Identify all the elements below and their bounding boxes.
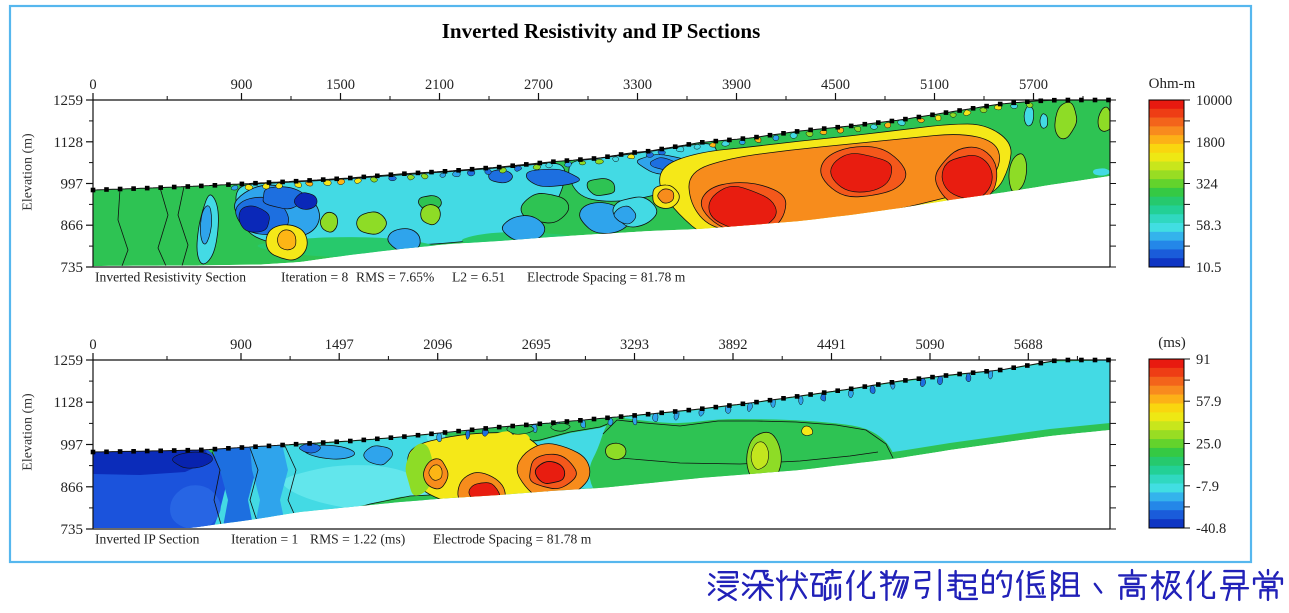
- svg-text:1128: 1128: [54, 395, 83, 411]
- svg-text:866: 866: [61, 480, 84, 496]
- svg-text:2695: 2695: [522, 337, 551, 353]
- svg-text:1800: 1800: [1196, 135, 1225, 151]
- svg-text:Iteration = 1: Iteration = 1: [231, 532, 298, 547]
- svg-text:Inverted Resistivity Section: Inverted Resistivity Section: [95, 270, 246, 285]
- svg-text:1259: 1259: [53, 93, 83, 109]
- svg-text:Iteration = 8: Iteration = 8: [281, 270, 349, 285]
- svg-text:735: 735: [61, 260, 84, 276]
- svg-text:5700: 5700: [1019, 77, 1048, 93]
- svg-text:Ohm-m: Ohm-m: [1149, 76, 1196, 92]
- svg-text:866: 866: [61, 218, 84, 234]
- svg-text:25.0: 25.0: [1196, 437, 1221, 453]
- svg-text:Elevation (m): Elevation (m): [21, 133, 36, 211]
- svg-text:58.3: 58.3: [1196, 218, 1221, 234]
- svg-text:1128: 1128: [54, 135, 83, 151]
- svg-text:0: 0: [89, 337, 96, 353]
- svg-text:RMS = 1.22 (ms): RMS = 1.22 (ms): [310, 532, 405, 548]
- svg-text:1497: 1497: [325, 337, 354, 353]
- svg-text:Electrode Spacing = 81.78 m: Electrode Spacing = 81.78 m: [433, 532, 592, 547]
- svg-text:4491: 4491: [817, 337, 846, 353]
- svg-text:RMS = 7.65%: RMS = 7.65%: [356, 270, 434, 285]
- svg-text:10.5: 10.5: [1196, 260, 1221, 276]
- svg-text:Inverted IP Section: Inverted IP Section: [95, 532, 200, 547]
- svg-text:(ms): (ms): [1158, 335, 1186, 351]
- svg-text:L2 = 6.51: L2 = 6.51: [452, 270, 505, 285]
- svg-text:900: 900: [230, 337, 252, 353]
- svg-text:0: 0: [89, 77, 96, 93]
- svg-text:997: 997: [61, 177, 84, 193]
- svg-text:5688: 5688: [1014, 337, 1043, 353]
- svg-text:91: 91: [1196, 352, 1211, 368]
- svg-text:3293: 3293: [620, 337, 649, 353]
- svg-text:2700: 2700: [524, 77, 553, 93]
- svg-text:Electrode Spacing = 81.78 m: Electrode Spacing = 81.78 m: [527, 270, 686, 285]
- svg-text:Inverted Resistivity and IP Se: Inverted Resistivity and IP Sections: [442, 19, 761, 43]
- svg-text:-40.8: -40.8: [1196, 521, 1226, 537]
- svg-text:997: 997: [61, 438, 84, 454]
- svg-text:10000: 10000: [1196, 93, 1232, 109]
- svg-text:735: 735: [61, 522, 84, 538]
- svg-text:2096: 2096: [423, 337, 452, 353]
- svg-text:5090: 5090: [916, 337, 945, 353]
- svg-text:900: 900: [231, 77, 253, 93]
- svg-text:324: 324: [1196, 177, 1219, 193]
- svg-text:5100: 5100: [920, 77, 949, 93]
- svg-text:3300: 3300: [623, 77, 652, 93]
- svg-text:Elevation (m): Elevation (m): [21, 393, 36, 471]
- svg-text:-7.9: -7.9: [1196, 479, 1219, 495]
- svg-text:1500: 1500: [326, 77, 355, 93]
- svg-text:4500: 4500: [821, 77, 850, 93]
- svg-text:1259: 1259: [53, 353, 83, 369]
- svg-text:2100: 2100: [425, 77, 454, 93]
- svg-text:3900: 3900: [722, 77, 751, 93]
- svg-text:57.9: 57.9: [1196, 394, 1221, 410]
- svg-text:3892: 3892: [719, 337, 748, 353]
